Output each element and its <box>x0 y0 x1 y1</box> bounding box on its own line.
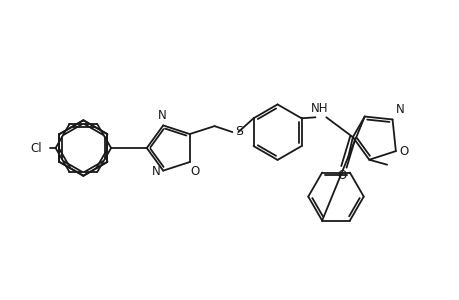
Text: Cl: Cl <box>30 142 42 154</box>
Text: O: O <box>190 165 200 178</box>
Text: N: N <box>157 110 166 122</box>
Text: O: O <box>399 145 408 158</box>
Text: NH: NH <box>310 102 327 115</box>
Text: O: O <box>336 169 346 182</box>
Text: S: S <box>235 124 243 138</box>
Text: N: N <box>151 165 160 178</box>
Text: N: N <box>395 103 403 116</box>
